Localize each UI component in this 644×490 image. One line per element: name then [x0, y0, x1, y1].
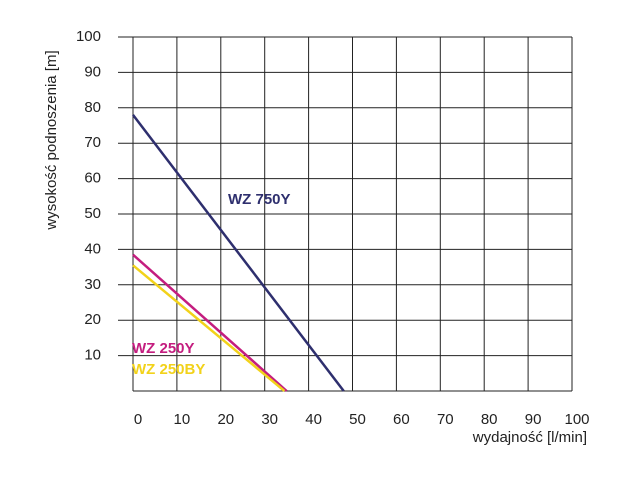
y-tick-label: 20 [84, 311, 101, 328]
x-tick-label: 90 [525, 411, 542, 428]
y-tick-label: 30 [84, 276, 101, 293]
y-tick-label: 50 [84, 205, 101, 222]
series-label: WZ 750Y [228, 191, 291, 208]
x-tick-label: 30 [261, 411, 278, 428]
y-axis-title: wysokość podnoszenia [m] [43, 50, 60, 230]
y-tick-label: 10 [84, 347, 101, 364]
series-line [132, 264, 286, 392]
x-tick-label: 40 [305, 411, 322, 428]
x-axis-title: wydajność [l/min] [472, 429, 587, 446]
series-line [132, 114, 345, 392]
x-tick-label: 70 [437, 411, 454, 428]
series-label: WZ 250BY [132, 361, 205, 378]
x-tick-label: 0 [134, 411, 142, 428]
x-tick-label: 50 [349, 411, 366, 428]
x-tick-label: 100 [564, 411, 589, 428]
series-label: WZ 250Y [132, 340, 195, 357]
y-tick-label: 70 [84, 134, 101, 151]
y-tick-label: 100 [76, 28, 101, 45]
x-tick-label: 80 [481, 411, 498, 428]
x-tick-label: 10 [174, 411, 191, 428]
y-tick-label: 60 [84, 170, 101, 187]
x-tick-label: 60 [393, 411, 410, 428]
y-tick-label: 90 [84, 63, 101, 80]
y-tick-label: 80 [84, 99, 101, 116]
x-tick-label: 20 [217, 411, 234, 428]
series-line [132, 253, 288, 392]
y-tick-label: 40 [84, 240, 101, 257]
